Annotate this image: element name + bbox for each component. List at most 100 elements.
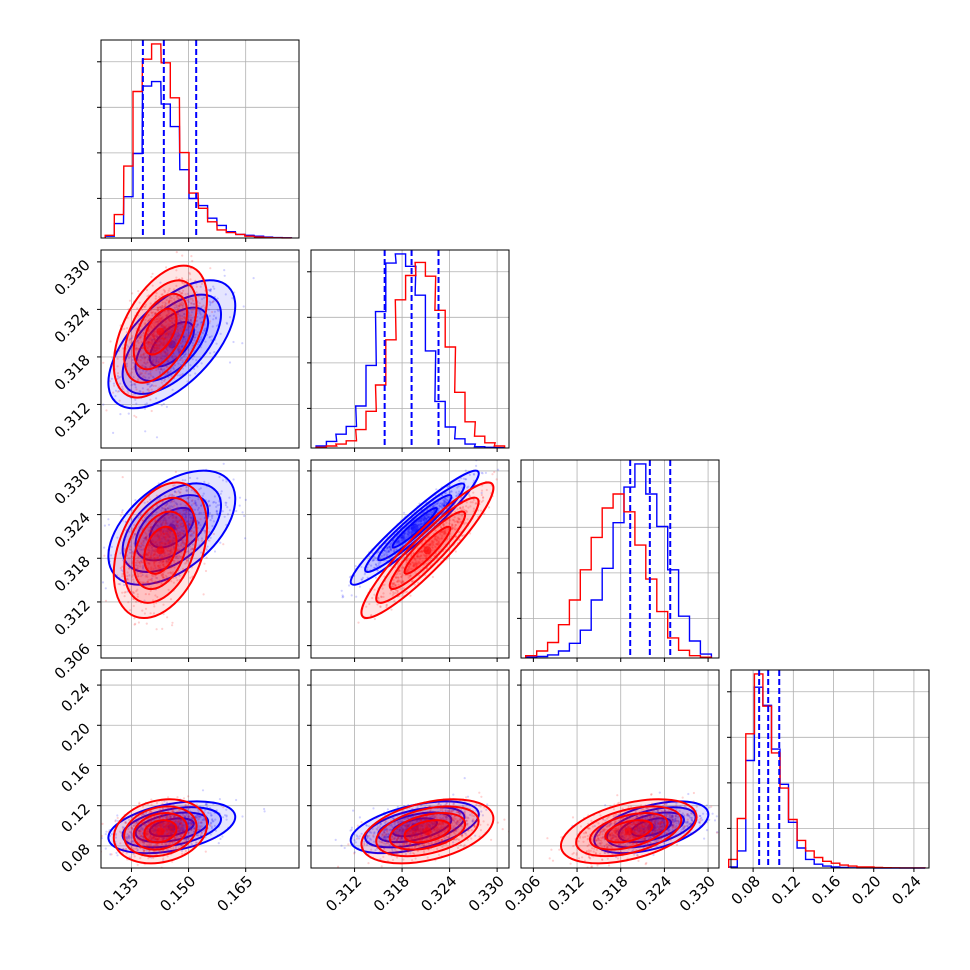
scatter-point <box>225 501 228 504</box>
scatter-point <box>177 304 180 307</box>
scatter-point <box>190 516 193 519</box>
scatter-point <box>181 310 184 313</box>
scatter-point <box>181 539 184 543</box>
scatter-point <box>161 304 164 307</box>
scatter-point <box>149 398 152 401</box>
scatter-point <box>154 349 157 353</box>
scatter-point <box>121 519 124 522</box>
scatter-point <box>190 255 193 258</box>
scatter-point <box>164 508 168 511</box>
scatter-point <box>226 513 230 516</box>
scatter-point <box>175 338 178 341</box>
scatter-point <box>155 349 159 352</box>
scatter-point <box>340 589 343 592</box>
scatter-point <box>144 536 148 539</box>
scatter-point <box>252 277 255 280</box>
scatter-point <box>191 543 194 546</box>
scatter-point <box>149 333 152 336</box>
scatter-point <box>192 334 195 337</box>
scatter-point <box>177 313 180 316</box>
scatter-point <box>165 314 169 317</box>
scatter-point <box>157 309 160 312</box>
scatter-point <box>221 835 224 838</box>
scatter-point <box>146 512 149 515</box>
scatter-point <box>165 560 168 563</box>
scatter-point <box>184 504 187 507</box>
scatter-point <box>165 299 168 302</box>
scatter-point <box>157 314 160 317</box>
scatter-point <box>147 313 151 316</box>
scatter-point <box>157 339 160 342</box>
scatter-point <box>121 476 124 479</box>
scatter-point <box>160 381 163 384</box>
scatter-point <box>128 544 131 547</box>
scatter-point <box>162 338 165 341</box>
scatter-point <box>150 363 153 366</box>
scatter-point <box>167 332 170 335</box>
scatter-point <box>174 470 177 474</box>
scatter-point <box>177 319 180 322</box>
scatter-point <box>139 390 142 393</box>
scatter-point <box>148 376 151 379</box>
scatter-point <box>162 325 166 328</box>
scatter-point <box>172 288 176 291</box>
scatter-point <box>173 490 177 493</box>
scatter-point <box>116 372 120 375</box>
scatter-point <box>185 485 188 488</box>
scatter-point <box>173 300 177 303</box>
scatter-point <box>152 350 155 353</box>
scatter-point <box>182 336 185 339</box>
scatter-point <box>216 297 219 300</box>
scatter-point <box>165 405 168 408</box>
scatter-point <box>203 329 206 332</box>
scatter-point <box>192 308 195 311</box>
scatter-point <box>209 267 212 270</box>
scatter-point <box>150 552 153 555</box>
scatter-point <box>167 323 170 326</box>
scatter-point <box>167 333 170 336</box>
scatter-point <box>158 313 162 317</box>
scatter-point <box>151 334 154 337</box>
scatter-point <box>126 354 129 358</box>
scatter-point <box>188 496 191 499</box>
scatter-point <box>115 851 118 855</box>
scatter-point <box>151 314 154 317</box>
scatter-point <box>184 515 187 518</box>
scatter-point <box>173 490 176 493</box>
scatter-point <box>175 517 178 520</box>
scatter-point <box>166 373 169 376</box>
scatter-point <box>129 337 132 340</box>
scatter-point <box>187 334 190 337</box>
scatter-point <box>138 336 141 339</box>
scatter-point <box>158 347 161 350</box>
scatter-point <box>152 333 155 336</box>
scatter-point <box>166 348 169 351</box>
scatter-point <box>170 299 173 302</box>
scatter-point <box>162 318 165 321</box>
scatter-point <box>162 402 165 406</box>
scatter-point <box>178 305 181 308</box>
scatter-point <box>178 297 181 300</box>
scatter-point <box>172 326 175 329</box>
scatter-point <box>173 520 176 523</box>
scatter-point <box>159 335 162 338</box>
scatter-point <box>135 388 138 391</box>
scatter-point <box>152 549 155 552</box>
scatter-point <box>155 348 158 351</box>
scatter-point <box>180 277 184 280</box>
scatter-point <box>104 847 107 850</box>
scatter-point <box>155 541 158 544</box>
scatter-point <box>176 309 179 312</box>
scatter-point <box>213 310 216 313</box>
scatter-point <box>212 318 215 321</box>
scatter-point <box>181 317 184 320</box>
scatter-point <box>199 487 202 490</box>
scatter-point <box>207 500 210 503</box>
scatter-point <box>165 559 168 563</box>
scatter-point <box>149 553 153 556</box>
scatter-point <box>144 376 147 379</box>
scatter-point <box>402 511 406 514</box>
scatter-point <box>224 504 227 507</box>
scatter-point <box>175 516 178 519</box>
scatter-point <box>191 532 194 536</box>
